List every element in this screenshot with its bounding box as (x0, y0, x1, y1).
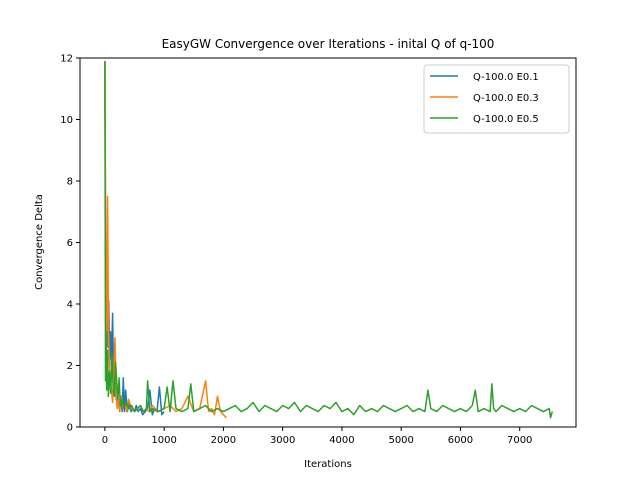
legend-label: Q-100.0 E0.1 (473, 72, 539, 83)
y-axis: 0 2 4 6 8 10 12 (60, 54, 80, 434)
x-tick-label: 1000 (151, 435, 176, 446)
chart-title: EasyGW Convergence over Iterations - ini… (162, 37, 495, 51)
series-layer (104, 61, 554, 419)
x-tick-label: 7000 (507, 435, 532, 446)
y-tick-label: 4 (67, 300, 73, 311)
legend-label: Q-100.0 E0.3 (473, 93, 539, 104)
x-tick-label: 0 (102, 435, 108, 446)
y-tick-label: 0 (67, 423, 73, 434)
x-tick-label: 5000 (388, 435, 413, 446)
legend-box (423, 64, 570, 134)
y-tick-label: 12 (60, 54, 73, 65)
legend-label: Q-100.0 E0.5 (473, 114, 539, 125)
series-line-3 (104, 61, 554, 419)
y-axis-label: Convergence Delta (34, 194, 45, 290)
legend: Q-100.0 E0.1 Q-100.0 E0.3 Q-100.0 E0.5 (423, 64, 570, 134)
x-tick-label: 6000 (448, 435, 473, 446)
y-tick-label: 2 (67, 361, 73, 372)
x-tick-label: 4000 (329, 435, 354, 446)
y-tick-label: 6 (67, 238, 73, 249)
x-axis-label: Iterations (304, 459, 352, 470)
x-axis: 0 1000 2000 3000 4000 5000 6000 7000 (102, 427, 532, 446)
x-tick-label: 3000 (270, 435, 295, 446)
y-tick-label: 8 (67, 177, 73, 188)
y-tick-label: 10 (60, 115, 73, 126)
x-tick-label: 2000 (211, 435, 236, 446)
